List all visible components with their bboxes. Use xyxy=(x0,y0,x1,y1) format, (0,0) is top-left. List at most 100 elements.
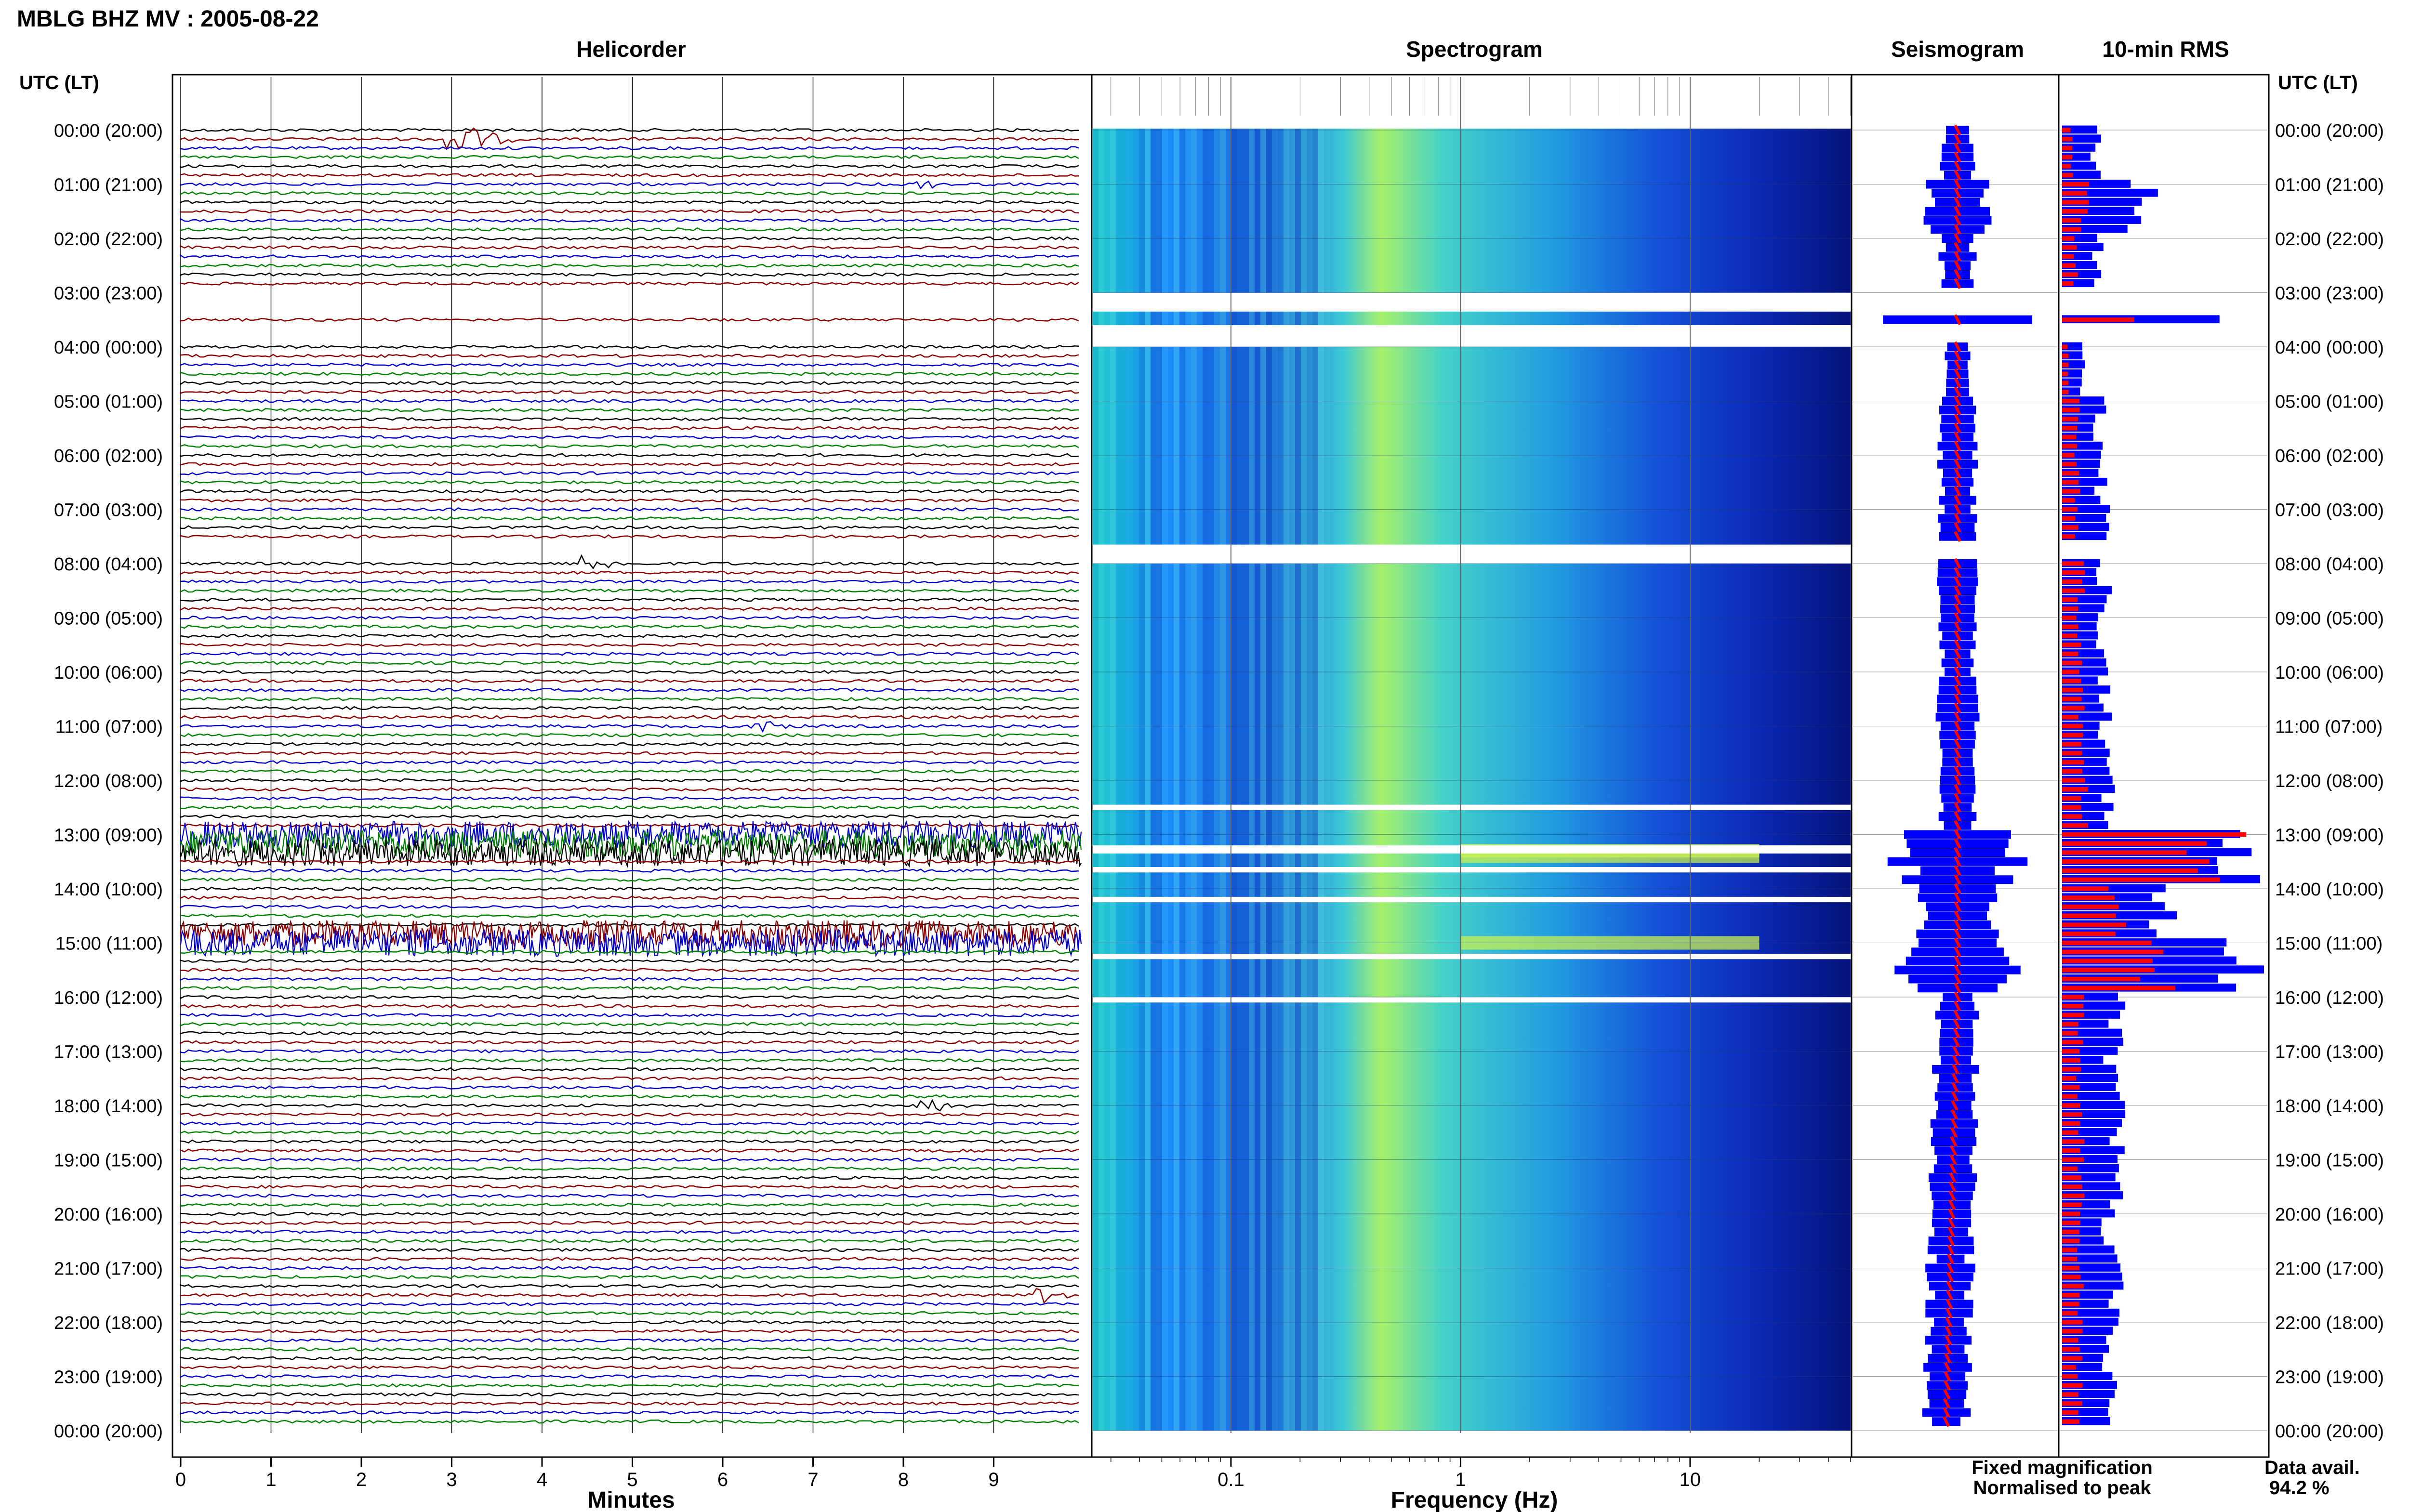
seismogram-normalised-segment xyxy=(1954,702,1961,714)
spectrogram-gap xyxy=(1093,544,1851,564)
helicorder-trace-line xyxy=(180,877,1079,882)
seismogram-normalised-segment xyxy=(1954,432,1961,443)
seismogram-normalised-segment xyxy=(1950,1127,1958,1138)
seismogram-normalised-segment xyxy=(1954,829,1961,840)
hour-label-left: 15:00 (11:00) xyxy=(55,934,163,954)
helicorder-trace-line xyxy=(180,272,1079,277)
helicorder-trace-line xyxy=(180,1230,1079,1235)
helicorder-trace-line xyxy=(180,525,1079,530)
helicorder-trace-line xyxy=(180,399,1079,403)
hour-label-right: 00:00 (20:00) xyxy=(2275,1421,2384,1442)
spectrogram-band xyxy=(1185,129,1191,1431)
rms-bar-normalised xyxy=(2062,968,2155,973)
helicorder-trace-line xyxy=(180,1356,1079,1361)
helicorder-trace-line xyxy=(180,507,1079,512)
rms-bar-normalised xyxy=(2062,1374,2078,1379)
helicorder-trace-line xyxy=(180,1257,1079,1262)
spectrogram-gap xyxy=(1093,997,1851,1003)
rms-bar-normalised xyxy=(2062,986,2175,990)
left-hour-labels: 00:00 (20:00) 01:00 (21:00) 02:00 (22:00) 0… xyxy=(54,121,163,1442)
rms-bar-normalised xyxy=(2062,480,2079,485)
helicorder-trace-line xyxy=(180,579,1079,584)
helicorder-trace-line xyxy=(180,1365,1079,1370)
hour-label-left: 00:00 (20:00) xyxy=(54,121,163,141)
rms-bar-normalised xyxy=(2062,155,2073,159)
rms-bar-normalised xyxy=(2062,886,2109,891)
helicorder-trace-line xyxy=(180,796,1079,801)
rms-bar-normalised xyxy=(2062,877,2220,882)
helicorder-trace-line xyxy=(180,697,1079,701)
hour-label-left: 08:00 (04:00) xyxy=(54,554,163,575)
seismogram-normalised-segment xyxy=(1954,928,1961,940)
rms-bar-normalised xyxy=(2062,904,2119,909)
spectrogram-gap xyxy=(1093,804,1851,810)
seismogram-normalised-segment xyxy=(1954,811,1961,822)
rms-bar-normalised xyxy=(2062,706,2085,710)
seismogram-normalised-segment xyxy=(1954,440,1961,452)
hour-label-right: 00:00 (20:00) xyxy=(2275,121,2384,141)
rms-bar-normalised xyxy=(2062,1410,2078,1415)
seismogram-normalised-segment xyxy=(1954,359,1961,370)
helicorder-trace-line xyxy=(180,839,1082,868)
seismogram-normalised-segment xyxy=(1954,468,1961,479)
rms-bar-normalised xyxy=(2062,1058,2080,1063)
helicorder-trace-line xyxy=(180,652,1079,657)
spectrogram-title: Spectrogram xyxy=(1406,37,1543,62)
seismogram-normalised-segment xyxy=(1954,784,1961,795)
hour-label-left: 14:00 (10:00) xyxy=(54,880,163,900)
rms-bar-normalised xyxy=(2062,1103,2080,1108)
seismogram-normalised-segment xyxy=(1954,395,1961,407)
seismogram-normalised-segment xyxy=(1950,1136,1958,1147)
spectrogram-band xyxy=(1289,129,1295,1431)
helicorder-trace-line xyxy=(180,633,1079,638)
minute-tick-label: 4 xyxy=(537,1469,547,1490)
seismogram-normalised-segment xyxy=(1954,982,1961,994)
hour-label-right: 23:00 (19:00) xyxy=(2275,1367,2384,1388)
seismogram-normalised-segment xyxy=(1954,278,1961,289)
seismogram-normalised-segment xyxy=(1945,1316,1953,1328)
helicorder-trace-line xyxy=(180,1266,1079,1270)
rms-bar-normalised xyxy=(2062,615,2077,620)
helicorder-trace-line xyxy=(180,1338,1079,1342)
seismogram-normalised-segment xyxy=(1954,910,1961,921)
helicorder-trace-line xyxy=(180,986,1079,990)
helicorder-trace-line xyxy=(180,721,1079,733)
spectrogram-band xyxy=(1249,129,1255,1431)
rms-bar-normalised xyxy=(2062,489,2080,494)
seismogram-normalised-segment xyxy=(1954,892,1961,904)
helicorder-trace-line xyxy=(180,1275,1079,1279)
helicorder-trace-line xyxy=(180,480,1079,485)
seismogram-normalised-segment xyxy=(1953,1027,1960,1039)
rms-bar-normalised xyxy=(2062,137,2073,142)
helicorder-trace-line xyxy=(180,1022,1079,1027)
helicorder-trace-line xyxy=(180,263,1079,268)
helicorder-trace-line xyxy=(180,444,1079,448)
helicorder-trace-line xyxy=(180,859,1079,864)
spectrogram-band xyxy=(1156,129,1162,1431)
spectrogram-band xyxy=(1179,129,1185,1431)
seismogram-normalised-segment xyxy=(1954,206,1961,217)
seismogram-normalised-segment xyxy=(1954,675,1961,687)
spectrogram-gaps xyxy=(1093,292,1851,1003)
rms-bar-normalised xyxy=(2062,1211,2080,1216)
rms-bar-normalised xyxy=(2062,796,2081,801)
rms-bar-normalised xyxy=(2062,263,2076,268)
rms-bar-normalised xyxy=(2062,371,2068,376)
helicorder-trace-line xyxy=(180,1238,1079,1243)
seismogram-normalised-segment xyxy=(1954,693,1961,705)
helicorder-trace-line xyxy=(180,1329,1079,1333)
seismogram-normalised-segment xyxy=(1954,215,1961,226)
helicorder-trace-line xyxy=(180,1157,1079,1162)
seismogram-normalised-segment xyxy=(1954,738,1961,750)
helicorder-trace-line xyxy=(180,191,1079,196)
helicorder-trace-line xyxy=(180,1302,1079,1306)
rms-bars xyxy=(2062,125,2264,1425)
helicorder-trace-line xyxy=(180,778,1079,783)
helicorder-trace-line xyxy=(180,1099,1079,1112)
rms-bar-normalised xyxy=(2062,1383,2083,1388)
seismogram-normalised-segment xyxy=(1954,802,1961,813)
helicorder-trace-line xyxy=(180,128,1079,132)
hour-label-right: 14:00 (10:00) xyxy=(2275,880,2384,900)
rms-bar-normalised xyxy=(2062,1175,2082,1180)
rms-bar-normalised xyxy=(2062,1130,2078,1135)
